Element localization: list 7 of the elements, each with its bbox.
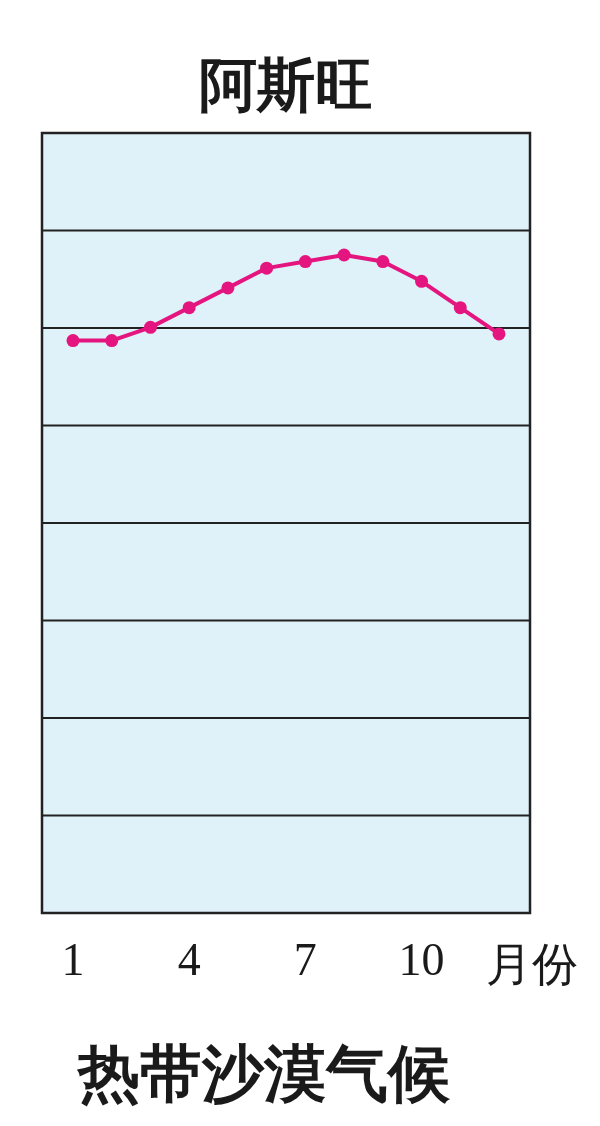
x-tick: 4 [177,934,201,985]
annotation: 热带沙漠气候 [78,1040,450,1108]
title: 阿斯旺 [199,53,373,118]
x-tick: 1 [61,934,85,985]
x-tick: 10 [398,934,445,985]
x-label: 月份 [486,939,578,990]
x-tick: 7 [293,934,317,985]
